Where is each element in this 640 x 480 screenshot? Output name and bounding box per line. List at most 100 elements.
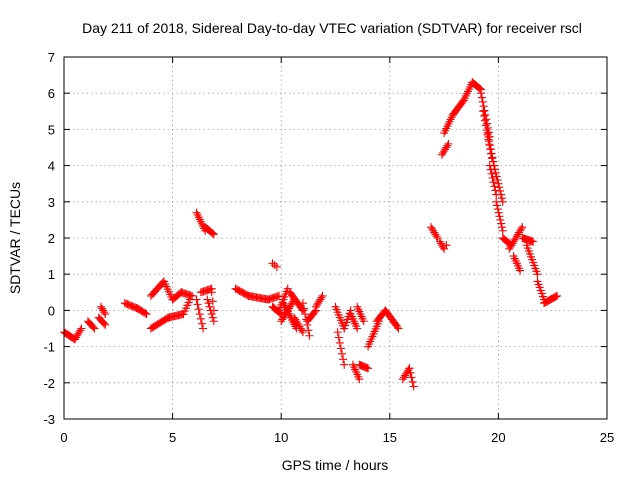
data-point [487,169,496,178]
data-point [493,176,502,185]
data-point [477,89,486,98]
data-point [355,375,364,384]
data-point [197,319,206,328]
data-point [339,355,348,364]
y-tick-label: 1 [48,267,55,282]
data-point [533,270,542,279]
data-point [529,237,538,246]
data-point [478,97,487,106]
data-point [497,194,506,203]
data-point [407,373,416,382]
data-point [101,320,110,329]
data-point [272,262,281,271]
data-point [100,319,109,328]
data-point [275,291,284,300]
data-point [432,232,441,241]
data-point [485,161,494,170]
data-point [279,299,288,308]
data-point [301,310,310,319]
data-point [405,364,414,373]
data-point [300,304,309,313]
y-tick-label: 3 [48,195,55,210]
data-point [486,144,495,153]
data-point [409,382,418,391]
data-point [497,223,506,232]
data-point [406,368,415,377]
data-point [99,306,108,315]
data-point [285,311,294,320]
data-point [204,299,213,308]
data-point [268,259,277,268]
data-point [207,288,216,297]
data-point [100,308,109,317]
data-point [486,165,495,174]
data-point [480,116,489,125]
data-point [551,292,560,301]
data-point [491,168,500,177]
data-point [207,310,216,319]
data-point [553,291,562,300]
data-point [483,130,492,139]
data-point [199,324,208,333]
data-point [485,140,494,149]
data-point [209,230,218,239]
data-point [336,344,345,353]
data-point [281,303,290,312]
data-point [333,328,342,337]
data-point [493,201,502,210]
y-tick-label: 6 [48,86,55,101]
data-point [335,338,344,347]
data-point [492,190,501,199]
data-point [77,324,86,333]
data-point [340,360,349,369]
data-point [90,324,99,333]
data-point [284,309,293,318]
data-point [334,333,343,342]
data-point [298,299,307,308]
data-point [194,305,203,314]
data-point [203,295,212,304]
data-point [393,322,402,331]
y-tick-label: 7 [48,50,55,65]
x-tick-label: 5 [169,430,176,445]
x-tick-label: 25 [600,430,614,445]
data-point [517,224,526,233]
y-axis-label: SDTVAR / TECUs [7,182,23,294]
data-point [205,302,214,311]
axis-ticks: 0 5 10 15 20 25 -3 -2 -1 0 1 2 3 4 5 6 7 [43,50,614,445]
data-point [518,223,527,232]
y-tick-label: -1 [43,340,55,355]
data-point [193,300,202,309]
data-point [196,314,205,323]
data-point [310,307,319,316]
data-point [497,219,506,228]
data-point [364,364,373,373]
data-point [488,174,497,183]
data-point [444,139,453,148]
data-point [477,93,486,102]
data-point [484,135,493,144]
data-point [498,226,507,235]
data-point [394,324,403,333]
data-point [359,317,368,326]
data-point [318,291,327,300]
data-point [480,112,489,121]
data-point [192,295,201,304]
data-point [492,197,501,206]
data-point [482,126,491,135]
data-point [492,172,501,181]
x-tick-label: 15 [383,430,397,445]
data-point [209,317,218,326]
x-tick-label: 0 [60,430,67,445]
data-point [487,149,496,158]
data-point [490,182,499,191]
data-point [280,301,289,310]
data-point [76,326,85,335]
x-tick-label: 10 [274,430,288,445]
data-point [270,261,279,270]
data-point [443,141,452,150]
data-point [142,310,151,319]
data-point [317,293,326,302]
y-tick-label: 0 [48,303,55,318]
